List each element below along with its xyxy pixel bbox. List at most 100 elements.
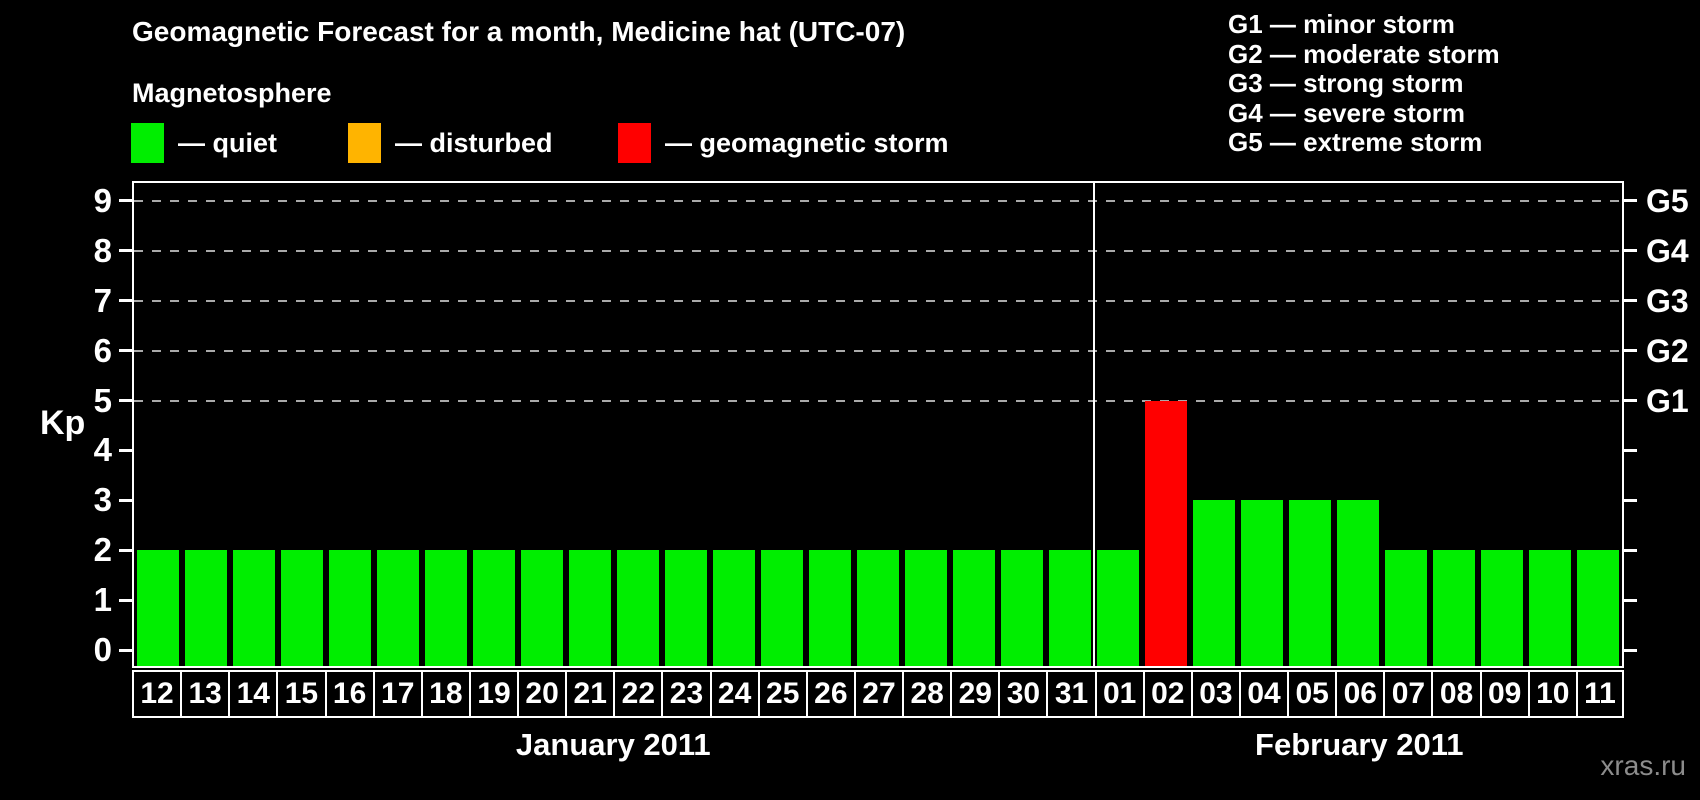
y-tick-label-5: 5 <box>93 381 112 419</box>
day-cell-06: 06 <box>1335 670 1386 718</box>
day-cell-08: 08 <box>1431 670 1482 718</box>
y-tick-label-4: 4 <box>93 431 112 469</box>
page-title: Geomagnetic Forecast for a month, Medici… <box>132 16 906 47</box>
y-tick-right-9 <box>1624 199 1637 203</box>
y-tick-left-8 <box>119 249 132 253</box>
kp-bar-day-25 <box>761 550 803 666</box>
day-cell-12: 12 <box>132 670 183 718</box>
day-cell-16: 16 <box>324 670 375 718</box>
kp-bar-day-19 <box>473 550 515 666</box>
kp-bar-day-20 <box>521 550 563 666</box>
legend-item-disturbed: — disturbed <box>348 122 553 164</box>
y-tick-left-6 <box>119 349 132 353</box>
day-cell-09: 09 <box>1479 670 1530 718</box>
y-tick-label-7: 7 <box>93 281 112 319</box>
y-tick-left-5 <box>119 399 132 402</box>
kp-bar-day-29 <box>953 550 995 666</box>
plot-area: 0 1 2 3 4 5 6 7 8 9 G1 G2 G3 G4 G5 <box>94 181 1689 668</box>
kp-bar-day-05 <box>1289 500 1331 666</box>
day-cell-28: 28 <box>902 670 953 718</box>
y-tick-label-1: 1 <box>93 581 112 619</box>
y-tick-label-2: 2 <box>93 531 112 569</box>
legend-item-label: — quiet <box>178 127 277 158</box>
y-tick-left-1 <box>119 598 132 602</box>
day-cell-31: 31 <box>1046 670 1097 718</box>
kp-bar-day-18 <box>425 550 467 666</box>
storm-scale-line-1: G1 — minor storm <box>1228 9 1455 39</box>
y-tick-label-9: 9 <box>93 181 112 219</box>
kp-bar-day-14 <box>233 550 275 666</box>
kp-bar-day-30 <box>1001 550 1043 666</box>
kp-bar-day-13 <box>185 550 227 666</box>
storm-scale-legend: G1 — minor storm G2 — moderate storm G3 — … <box>1228 9 1500 158</box>
day-cell-19: 19 <box>468 670 520 718</box>
legend-item-label: — disturbed <box>395 127 553 158</box>
kp-bar-day-28 <box>905 550 947 666</box>
gridline-kp9 <box>134 199 1622 202</box>
y-tick-left-2 <box>119 548 132 552</box>
kp-bar-day-22 <box>617 550 659 666</box>
day-cell-26: 26 <box>805 670 856 718</box>
kp-bar-day-04 <box>1241 500 1283 666</box>
kp-bar-day-09 <box>1481 550 1523 666</box>
gridline-kp7 <box>134 299 1622 302</box>
day-cell-30: 30 <box>998 670 1049 718</box>
day-cell-29: 29 <box>950 670 1001 718</box>
y-tick-label-0: 0 <box>93 631 112 668</box>
y-tick-left-4 <box>119 448 132 452</box>
legend-item-label: — geomagnetic storm <box>665 127 949 158</box>
day-cell-13: 13 <box>180 670 231 718</box>
g-scale-label-G4: G4 <box>1646 232 1689 269</box>
g-scale-label-G2: G2 <box>1646 332 1689 369</box>
kp-bar-day-26 <box>809 550 851 666</box>
gridline-kp8 <box>134 249 1622 252</box>
g-scale-label-G5: G5 <box>1646 182 1689 219</box>
legend-item-geomagnetic-storm: — geomagnetic storm <box>618 122 949 164</box>
y-tick-right-5 <box>1624 399 1637 402</box>
kp-bar-day-15 <box>281 550 323 666</box>
day-cell-02: 02 <box>1142 670 1193 718</box>
y-tick-right-0 <box>1624 648 1637 652</box>
y-tick-left-0 <box>119 648 132 652</box>
day-cell-24: 24 <box>709 670 760 718</box>
day-axis: 12 13 14 15 16 17 18 19 20 21 22 23 24 25 26 27 28 29 30 31… <box>132 670 1624 718</box>
y-tick-label-3: 3 <box>93 481 112 519</box>
kp-bar-day-17 <box>377 550 419 666</box>
gridline-kp5 <box>134 399 1622 402</box>
geomagnetic-storm-color-swatch <box>618 123 651 163</box>
y-tick-right-6 <box>1624 349 1637 353</box>
day-cell-17: 17 <box>372 670 423 718</box>
day-cell-10: 10 <box>1527 670 1578 718</box>
kp-bar-day-31 <box>1049 550 1091 666</box>
month-labels: January 2011 February 2011 <box>132 727 1624 767</box>
storm-scale-line-5: G5 — extreme storm <box>1228 127 1483 157</box>
storm-scale-line-4: G4 — severe storm <box>1228 97 1466 128</box>
y-tick-left-3 <box>119 498 132 502</box>
y-tick-label-6: 6 <box>93 331 112 369</box>
kp-bar-day-21 <box>569 550 611 666</box>
kp-bar-day-27 <box>857 550 899 666</box>
legend-item-quiet: — quiet <box>131 122 277 164</box>
month-label-1: January 2011 <box>515 727 711 762</box>
day-cell-27: 27 <box>853 670 905 718</box>
kp-bar-day-06 <box>1337 500 1379 666</box>
magnetosphere-legend-heading: Magnetosphere <box>132 78 332 108</box>
day-cell-01: 01 <box>1094 670 1145 718</box>
day-cell-20: 20 <box>517 670 568 718</box>
kp-bar-day-07 <box>1385 550 1427 666</box>
kp-bar-day-08 <box>1433 550 1475 666</box>
kp-bar-day-01 <box>1097 550 1139 666</box>
y-tick-right-1 <box>1624 598 1637 602</box>
y-tick-left-7 <box>119 299 132 303</box>
gridline-kp6 <box>134 349 1622 352</box>
month-label-2: February 2011 <box>1255 727 1464 762</box>
g-scale-label-G3: G3 <box>1646 282 1689 319</box>
day-cell-03: 03 <box>1190 670 1241 718</box>
y-tick-right-3 <box>1624 498 1637 502</box>
storm-scale-line-2: G2 — moderate storm <box>1228 38 1500 69</box>
day-cell-14: 14 <box>228 670 279 718</box>
storm-scale-line-3: G3 — strong storm <box>1228 68 1464 98</box>
kp-bar-day-12 <box>137 550 179 666</box>
watermark: xras.ru <box>1600 750 1686 781</box>
